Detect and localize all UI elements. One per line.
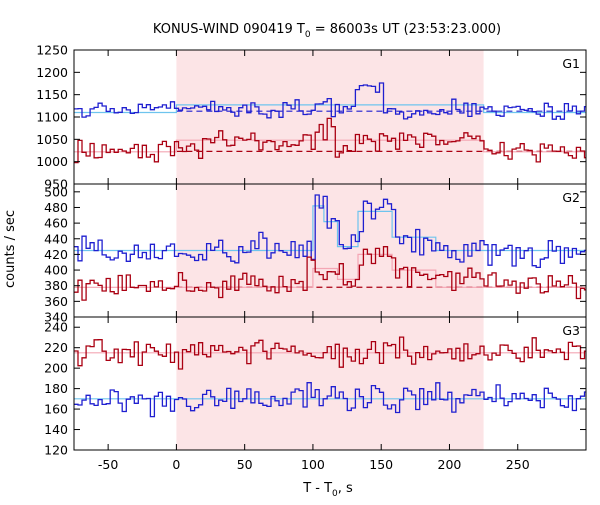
x-tick-label: -50 bbox=[98, 457, 118, 472]
y-tick-label: 1250 bbox=[36, 43, 68, 58]
y-tick-label: 1200 bbox=[36, 65, 68, 80]
y-tick-label: 120 bbox=[44, 443, 68, 458]
panel-tag-g2: G2 bbox=[562, 190, 580, 205]
y-tick-label: 240 bbox=[44, 320, 68, 335]
y-tick-label: 340 bbox=[44, 310, 68, 325]
y-tick-label: 1150 bbox=[36, 87, 68, 102]
x-tick-label: 150 bbox=[369, 457, 393, 472]
y-tick-label: 500 bbox=[44, 184, 68, 199]
y-tick-label: 400 bbox=[44, 263, 68, 278]
y-tick-label: 180 bbox=[44, 381, 68, 396]
red-fit-line-g2 bbox=[74, 253, 586, 288]
blue-light-curve-g2 bbox=[74, 194, 586, 269]
y-tick-label: 200 bbox=[44, 361, 68, 376]
y-tick-label: 360 bbox=[44, 294, 68, 309]
y-tick-label: 420 bbox=[44, 247, 68, 262]
y-tick-label: 140 bbox=[44, 422, 68, 437]
x-tick-label: 100 bbox=[301, 457, 325, 472]
panel-tag-g1: G1 bbox=[562, 56, 580, 71]
y-tick-label: 440 bbox=[44, 231, 68, 246]
y-tick-label: 160 bbox=[44, 402, 68, 417]
x-tick-label: 50 bbox=[237, 457, 253, 472]
chart-title: KONUS-WIND 090419 T0 = 86003s UT (23:53:… bbox=[153, 22, 501, 40]
y-axis-label: counts / sec bbox=[3, 210, 18, 288]
panel-tag-g3: G3 bbox=[562, 323, 580, 338]
y-tick-label: 380 bbox=[44, 278, 68, 293]
x-tick-label: 0 bbox=[172, 457, 180, 472]
y-tick-label: 220 bbox=[44, 340, 68, 355]
blue-light-curve-g1 bbox=[74, 82, 586, 120]
x-tick-label: 250 bbox=[506, 457, 530, 472]
blue-light-curve-g3 bbox=[74, 382, 586, 418]
y-tick-label: 1100 bbox=[36, 110, 68, 125]
panel-frame-g3 bbox=[73, 316, 587, 451]
red-light-curve-g1 bbox=[74, 117, 586, 164]
x-axis-label: T - T0, s bbox=[302, 481, 353, 499]
y-tick-label: 460 bbox=[44, 216, 68, 231]
y-tick-label: 480 bbox=[44, 200, 68, 215]
red-light-curve-g3 bbox=[74, 336, 586, 370]
y-tick-label: 950 bbox=[44, 177, 68, 192]
blue-fit-line-g2 bbox=[74, 205, 586, 252]
red-light-curve-g2 bbox=[74, 246, 586, 301]
panel-g3: 120 140 160 180 200 220 240 G3 bbox=[44, 316, 587, 458]
panels-layer: 950100010501100115012001250G134036038040… bbox=[36, 43, 587, 472]
blue-fit-line-g1 bbox=[74, 104, 586, 114]
y-tick-label: 1000 bbox=[36, 154, 68, 169]
panel-g1: 950 1000 1050 1100 1150 1200 1250 G1 bbox=[36, 43, 587, 192]
x-tick-label: 200 bbox=[438, 457, 462, 472]
y-tick-label: 1050 bbox=[36, 132, 68, 147]
